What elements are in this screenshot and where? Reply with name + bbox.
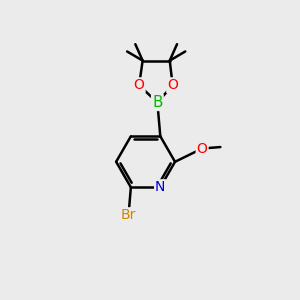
Text: O: O bbox=[197, 142, 208, 155]
Text: Br: Br bbox=[121, 208, 136, 222]
Text: O: O bbox=[134, 78, 145, 92]
Text: N: N bbox=[155, 180, 166, 194]
Text: O: O bbox=[167, 78, 178, 92]
Text: B: B bbox=[152, 95, 163, 110]
